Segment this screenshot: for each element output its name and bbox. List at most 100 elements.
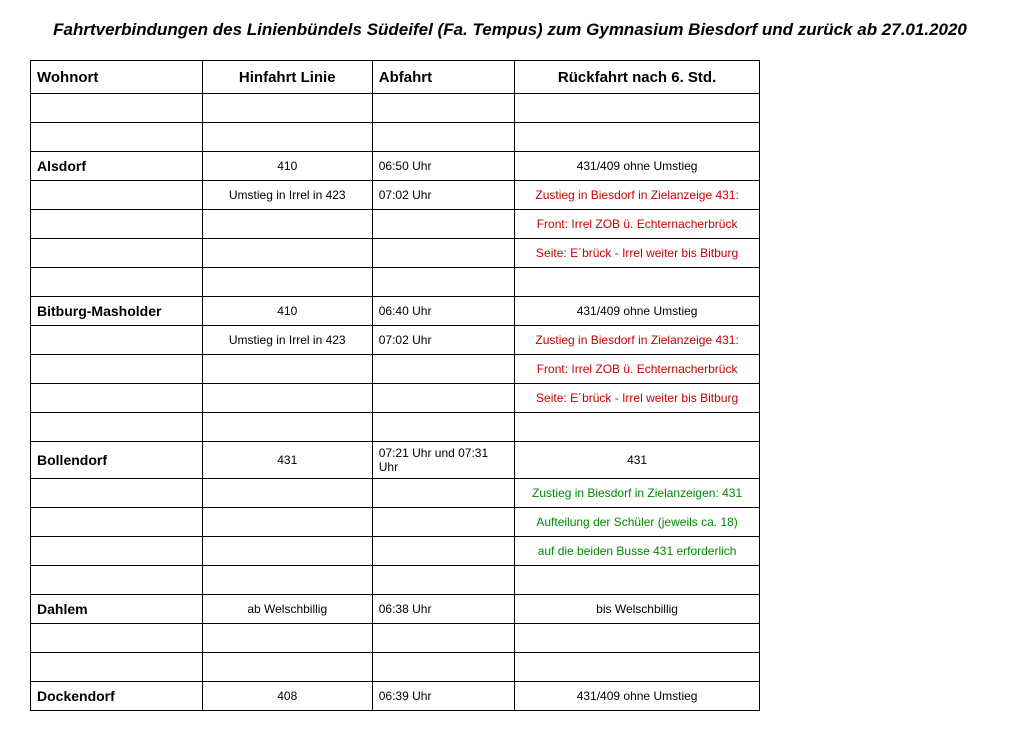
table-cell	[372, 239, 514, 268]
table-cell: 07:02 Uhr	[372, 181, 514, 210]
header-abfahrt: Abfahrt	[372, 61, 514, 94]
table-cell	[31, 566, 203, 595]
table-row	[31, 653, 760, 682]
table-cell: 07:02 Uhr	[372, 326, 514, 355]
table-cell: Seite: E´brück - Irrel weiter bis Bitbur…	[515, 239, 760, 268]
table-cell: Front: Irrel ZOB ü. Echternacherbrück	[515, 210, 760, 239]
table-cell	[515, 268, 760, 297]
table-cell	[372, 210, 514, 239]
table-cell: 410	[202, 152, 372, 181]
table-row: Aufteilung der Schüler (jeweils ca. 18)	[31, 508, 760, 537]
table-row: Front: Irrel ZOB ü. Echternacherbrück	[31, 355, 760, 384]
table-cell	[372, 479, 514, 508]
header-hinfahrt: Hinfahrt Linie	[202, 61, 372, 94]
table-cell	[372, 413, 514, 442]
table-cell	[202, 268, 372, 297]
table-cell: 06:38 Uhr	[372, 595, 514, 624]
table-cell: 408	[202, 682, 372, 711]
table-cell	[202, 653, 372, 682]
table-row: Front: Irrel ZOB ü. Echternacherbrück	[31, 210, 760, 239]
table-cell: 431/409 ohne Umstieg	[515, 297, 760, 326]
table-cell	[372, 123, 514, 152]
table-cell: Zustieg in Biesdorf in Zielanzeige 431:	[515, 326, 760, 355]
table-cell	[515, 624, 760, 653]
table-cell	[31, 355, 203, 384]
table-cell	[372, 653, 514, 682]
table-cell	[372, 384, 514, 413]
table-cell	[202, 239, 372, 268]
table-cell: 431/409 ohne Umstieg	[515, 152, 760, 181]
table-cell	[202, 210, 372, 239]
table-cell	[372, 566, 514, 595]
table-cell: Aufteilung der Schüler (jeweils ca. 18)	[515, 508, 760, 537]
table-cell: Umstieg in Irrel in 423	[202, 326, 372, 355]
table-cell	[31, 210, 203, 239]
table-row: auf die beiden Busse 431 erforderlich	[31, 537, 760, 566]
table-row: Dahlemab Welschbillig06:38 Uhrbis Welsch…	[31, 595, 760, 624]
table-cell: Zustieg in Biesdorf in Zielanzeigen: 431	[515, 479, 760, 508]
table-cell: Dahlem	[31, 595, 203, 624]
table-cell	[31, 384, 203, 413]
table-cell	[31, 537, 203, 566]
table-cell	[31, 653, 203, 682]
table-cell: auf die beiden Busse 431 erforderlich	[515, 537, 760, 566]
table-cell	[372, 268, 514, 297]
schedule-table: Wohnort Hinfahrt Linie Abfahrt Rückfahrt…	[30, 60, 760, 711]
table-row: Seite: E´brück - Irrel weiter bis Bitbur…	[31, 239, 760, 268]
table-cell: 431	[515, 442, 760, 479]
table-cell	[31, 479, 203, 508]
table-cell: 07:21 Uhr und 07:31 Uhr	[372, 442, 514, 479]
table-cell: 06:39 Uhr	[372, 682, 514, 711]
table-cell: ab Welschbillig	[202, 595, 372, 624]
table-cell: Seite: E´brück - Irrel weiter bis Bitbur…	[515, 384, 760, 413]
table-cell	[372, 94, 514, 123]
table-cell	[515, 413, 760, 442]
table-cell: 431	[202, 442, 372, 479]
header-wohnort: Wohnort	[31, 61, 203, 94]
table-cell	[202, 479, 372, 508]
table-row: Dockendorf40806:39 Uhr431/409 ohne Umsti…	[31, 682, 760, 711]
table-cell	[31, 624, 203, 653]
table-cell	[515, 94, 760, 123]
table-cell	[372, 355, 514, 384]
table-cell: Umstieg in Irrel in 423	[202, 181, 372, 210]
table-row	[31, 624, 760, 653]
table-cell	[515, 123, 760, 152]
table-row	[31, 413, 760, 442]
table-row: Zustieg in Biesdorf in Zielanzeigen: 431	[31, 479, 760, 508]
table-cell: 410	[202, 297, 372, 326]
table-row: Bollendorf43107:21 Uhr und 07:31 Uhr431	[31, 442, 760, 479]
table-cell	[515, 566, 760, 595]
table-cell: Dockendorf	[31, 682, 203, 711]
table-row: Alsdorf41006:50 Uhr431/409 ohne Umstieg	[31, 152, 760, 181]
table-cell: 431/409 ohne Umstieg	[515, 682, 760, 711]
table-cell	[202, 94, 372, 123]
table-cell	[202, 566, 372, 595]
table-cell	[202, 624, 372, 653]
table-cell	[202, 537, 372, 566]
header-rueckfahrt: Rückfahrt nach 6. Std.	[515, 61, 760, 94]
table-row: Umstieg in Irrel in 42307:02 UhrZustieg …	[31, 326, 760, 355]
table-row: Bitburg-Masholder41006:40 Uhr431/409 ohn…	[31, 297, 760, 326]
table-cell: 06:50 Uhr	[372, 152, 514, 181]
table-cell	[31, 123, 203, 152]
table-cell	[31, 268, 203, 297]
table-cell	[31, 239, 203, 268]
table-cell: Front: Irrel ZOB ü. Echternacherbrück	[515, 355, 760, 384]
table-row: Seite: E´brück - Irrel weiter bis Bitbur…	[31, 384, 760, 413]
table-row	[31, 268, 760, 297]
table-cell	[372, 624, 514, 653]
table-row	[31, 123, 760, 152]
table-cell	[202, 123, 372, 152]
table-cell	[202, 508, 372, 537]
table-cell	[31, 508, 203, 537]
table-cell: 06:40 Uhr	[372, 297, 514, 326]
table-row	[31, 94, 760, 123]
table-cell	[31, 413, 203, 442]
table-row	[31, 566, 760, 595]
table-cell: Bitburg-Masholder	[31, 297, 203, 326]
table-cell	[515, 653, 760, 682]
table-cell	[202, 384, 372, 413]
table-cell	[31, 326, 203, 355]
table-cell	[202, 355, 372, 384]
